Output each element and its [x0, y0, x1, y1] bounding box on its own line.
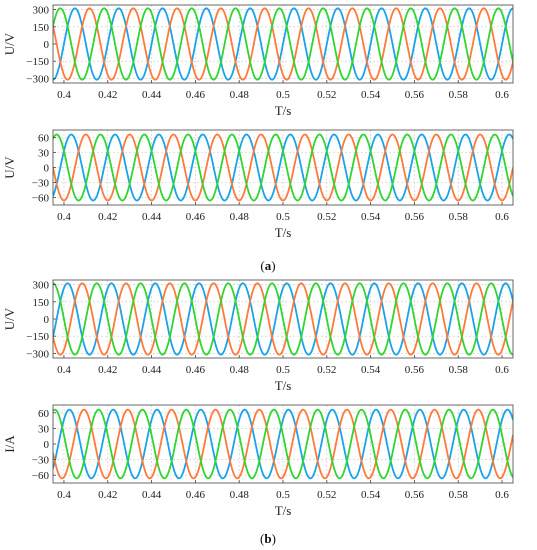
series-line-3 [53, 133, 513, 202]
series-line-1 [53, 7, 513, 81]
x-tick-label: 0.56 [405, 211, 425, 223]
x-axis-label: T/s [275, 225, 292, 240]
y-tick-label: 150 [33, 22, 50, 34]
series-line-2 [53, 282, 513, 356]
x-tick-label: 0.4 [57, 89, 71, 101]
x-tick-label: 0.52 [317, 211, 336, 223]
y-tick-label: −150 [26, 56, 49, 68]
x-tick-label: 0.56 [405, 364, 425, 376]
y-tick-label: −60 [32, 470, 50, 482]
chart-a-bottom: 0.4 0.42 0.44 0.46 0.48 0.5 0.52 0.54 0.56 0.58 0.… [2, 129, 514, 240]
x-tick-label: 0.5 [276, 211, 290, 223]
series-line-2 [53, 7, 513, 81]
y-tick-label: 60 [38, 133, 50, 145]
series-line-2 [53, 133, 513, 202]
y-axis-label: U/V [2, 156, 17, 179]
x-tick-label: 0.4 [57, 489, 71, 501]
x-tick-label: 0.56 [405, 89, 425, 101]
y-tick-label: 30 [38, 423, 50, 435]
x-tick-label: 0.42 [98, 211, 117, 223]
y-tick-label: 60 [38, 408, 50, 420]
y-tick-label: −300 [26, 348, 49, 360]
x-tick-label: 0.6 [495, 89, 509, 101]
x-axis-label: T/s [275, 503, 292, 518]
x-tick-label: 0.54 [361, 489, 381, 501]
x-tick-label: 0.52 [317, 89, 336, 101]
x-tick-label: 0.4 [57, 211, 71, 223]
x-tick-label: 0.58 [449, 364, 469, 376]
x-tick-label: 0.58 [449, 489, 469, 501]
y-axis-label: U/V [2, 32, 17, 55]
y-tick-label: 300 [33, 5, 50, 17]
x-tick-label: 0.42 [98, 489, 117, 501]
chart-a-top: 0.4 0.42 0.44 0.46 0.48 0.5 0.52 0.54 0.56 0.58 0.… [2, 5, 514, 118]
x-tick-label: 0.46 [186, 489, 206, 501]
series-line-1 [53, 408, 513, 480]
x-tick-label: 0.4 [57, 364, 71, 376]
x-tick-label: 0.56 [405, 489, 425, 501]
y-tick-label: −300 [26, 73, 49, 85]
x-tick-label: 0.5 [276, 489, 290, 501]
y-tick-label: 0 [44, 439, 50, 451]
x-tick-label: 0.52 [317, 364, 336, 376]
x-tick-label: 0.42 [98, 89, 117, 101]
x-tick-label: 0.44 [142, 489, 162, 501]
x-tick-label: 0.54 [361, 211, 381, 223]
x-tick-label: 0.46 [186, 89, 206, 101]
x-tick-label: 0.6 [495, 489, 509, 501]
x-tick-label: 0.44 [142, 364, 162, 376]
x-tick-label: 0.58 [449, 211, 469, 223]
y-tick-label: 300 [33, 280, 50, 292]
x-tick-label: 0.46 [186, 211, 206, 223]
x-tick-label: 0.46 [186, 364, 206, 376]
x-tick-label: 0.54 [361, 89, 381, 101]
chart-b-bottom: 0.4 0.42 0.44 0.46 0.48 0.5 0.52 0.54 0.56 0.58 0.… [2, 404, 514, 518]
chart-b-top: 0.4 0.42 0.44 0.46 0.48 0.5 0.52 0.54 0.56 0.58 0.… [2, 280, 514, 393]
y-tick-label: 0 [44, 163, 50, 175]
x-tick-label: 0.42 [98, 364, 117, 376]
y-axis-label: I/A [2, 435, 17, 453]
x-tick-label: 0.6 [495, 211, 509, 223]
y-tick-label: −30 [32, 178, 50, 190]
x-tick-label: 0.58 [449, 89, 469, 101]
x-axis-label: T/s [275, 103, 292, 118]
x-tick-label: 0.54 [361, 364, 381, 376]
series-line-3 [53, 282, 513, 356]
y-tick-label: −60 [32, 193, 50, 205]
x-tick-label: 0.48 [230, 364, 250, 376]
y-axis-label: U/V [2, 307, 17, 330]
y-tick-label: 0 [44, 314, 50, 326]
x-tick-label: 0.5 [276, 89, 290, 101]
caption-b: (b) [260, 531, 276, 546]
x-tick-label: 0.44 [142, 211, 162, 223]
x-tick-label: 0.6 [495, 364, 509, 376]
series-line-1 [53, 282, 513, 356]
y-tick-label: −150 [26, 331, 49, 343]
x-tick-label: 0.48 [230, 89, 250, 101]
x-tick-label: 0.48 [230, 489, 250, 501]
x-tick-label: 0.52 [317, 489, 336, 501]
series-line-3 [53, 408, 513, 480]
panels: 0.4 0.42 0.44 0.46 0.48 0.5 0.52 0.54 0.56 0.58 0.… [2, 5, 514, 518]
y-tick-label: −30 [32, 455, 50, 467]
y-tick-label: 0 [44, 39, 50, 51]
series-line-3 [53, 7, 513, 81]
x-tick-label: 0.5 [276, 364, 290, 376]
series-line-2 [53, 408, 513, 480]
caption-a: (a) [260, 258, 275, 273]
x-tick-label: 0.48 [230, 211, 250, 223]
y-tick-label: 150 [33, 297, 50, 309]
y-tick-label: 30 [38, 148, 50, 160]
x-axis-label: T/s [275, 378, 292, 393]
x-tick-label: 0.44 [142, 89, 162, 101]
